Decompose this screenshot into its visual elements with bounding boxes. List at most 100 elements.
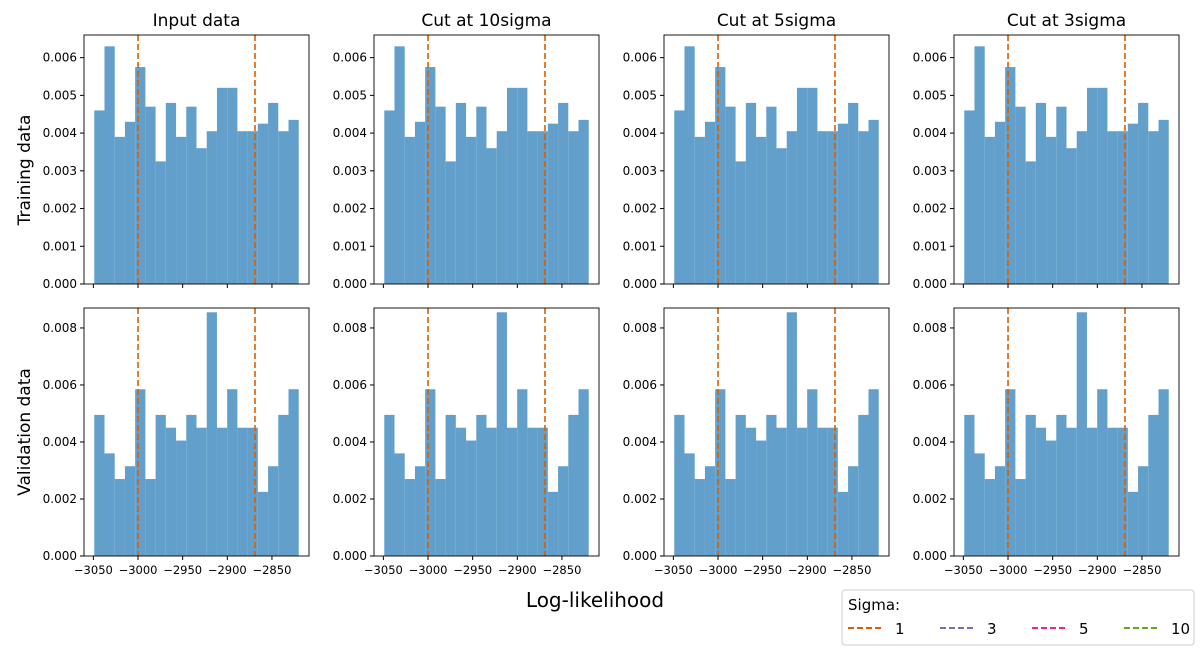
- histogram-bar: [964, 414, 975, 556]
- histogram-bar: [104, 46, 115, 285]
- axes-frame: [953, 34, 1180, 285]
- x-tick-label: −2900: [208, 563, 247, 577]
- histogram-bar: [1015, 106, 1026, 284]
- x-tick-label: −3050: [364, 563, 403, 577]
- histogram-bar: [124, 121, 136, 284]
- x-tick-label: −3050: [654, 563, 693, 577]
- histogram-bar: [145, 106, 156, 284]
- histogram-bar: [176, 136, 187, 284]
- histogram-bar: [964, 110, 975, 284]
- y-tick-label: 0.000: [623, 549, 657, 563]
- histogram-bar: [568, 414, 579, 556]
- histogram-bar: [558, 466, 569, 556]
- x-tick-label: −3000: [409, 563, 448, 577]
- histogram-bar: [1148, 414, 1159, 556]
- histogram-bar: [858, 131, 869, 284]
- histogram-bar: [155, 161, 166, 284]
- histogram-bar: [684, 453, 695, 556]
- histogram-bar: [466, 440, 477, 556]
- histogram-bar: [1086, 427, 1098, 556]
- histogram-bar: [527, 131, 538, 284]
- histogram-bar: [766, 414, 777, 556]
- histogram-bar: [257, 491, 269, 556]
- histogram-bar: [414, 466, 426, 556]
- x-tick-label: −2900: [788, 563, 827, 577]
- y-tick-label: 0.002: [913, 492, 947, 506]
- histogram-bar: [1138, 102, 1149, 284]
- histogram-bar: [827, 427, 838, 556]
- histogram-bar: [114, 136, 125, 284]
- y-tick-label: 0.008: [333, 321, 367, 335]
- y-tick-label: 0.006: [623, 51, 657, 65]
- histogram-bar: [94, 110, 105, 284]
- histogram-bar: [455, 427, 467, 556]
- histogram-bar: [186, 414, 197, 556]
- histogram-bar: [858, 414, 869, 556]
- histogram-bar: [165, 102, 177, 284]
- x-tick-label: −2900: [1078, 563, 1117, 577]
- y-tick-label: 0.004: [913, 126, 947, 140]
- histogram-bar: [796, 87, 808, 285]
- histogram-bar: [1127, 123, 1139, 284]
- histogram-bar: [694, 136, 705, 284]
- histogram-bar: [984, 136, 995, 284]
- histogram-bar: [848, 102, 859, 284]
- histogram-bar: [868, 389, 879, 556]
- histogram-bar: [278, 414, 289, 556]
- y-tick-label: 0.008: [913, 321, 947, 335]
- histogram-bar: [1138, 466, 1149, 556]
- histogram-bar: [135, 389, 146, 556]
- x-tick-label: −2850: [1122, 563, 1161, 577]
- histogram-bar: [114, 479, 125, 556]
- histogram-bar: [165, 427, 177, 556]
- subplot-title: Cut at 10sigma: [421, 11, 551, 31]
- y-tick-label: 0.000: [43, 549, 77, 563]
- histogram-bar: [394, 46, 405, 285]
- histogram-bar: [384, 414, 395, 556]
- histogram-bar: [807, 87, 818, 285]
- axes-frame: [663, 307, 890, 557]
- histogram-bar: [1035, 102, 1047, 284]
- y-tick-label: 0.006: [43, 51, 77, 65]
- histogram-bar: [725, 479, 736, 556]
- histogram-bar: [1158, 389, 1169, 556]
- y-tick-label: 0.004: [43, 435, 77, 449]
- x-tick-label: −2850: [832, 563, 871, 577]
- y-tick-label: 0.005: [913, 88, 947, 102]
- histogram-bar: [547, 123, 559, 284]
- histogram-bar: [1066, 427, 1077, 556]
- histogram-bar: [1117, 131, 1128, 284]
- histogram-bar: [216, 427, 228, 556]
- y-tick-label: 0.004: [333, 126, 367, 140]
- histogram-bar: [517, 389, 528, 556]
- histogram-bar: [725, 106, 736, 284]
- histogram-bar: [257, 123, 269, 284]
- histogram-bar: [807, 389, 818, 556]
- histogram-bar: [1117, 427, 1128, 556]
- x-tick-label: −3050: [74, 563, 113, 577]
- histogram-bar: [404, 479, 415, 556]
- histogram-bar: [496, 312, 507, 556]
- y-tick-label: 0.000: [623, 277, 657, 291]
- histogram-bar: [974, 453, 985, 556]
- y-tick-label: 0.006: [623, 378, 657, 392]
- histogram-bar: [445, 414, 456, 556]
- histogram-bar: [1107, 427, 1118, 556]
- y-tick-label: 0.002: [623, 202, 657, 216]
- histogram-bar: [786, 131, 797, 284]
- row-label: Validation data: [15, 368, 35, 496]
- x-tick-label: −3050: [944, 563, 983, 577]
- histogram-bar: [1005, 67, 1016, 285]
- histogram-bar: [994, 466, 1006, 556]
- histogram-bar: [486, 148, 497, 284]
- histogram-bar: [1097, 389, 1108, 556]
- histogram-bar: [384, 110, 395, 284]
- histogram-bar: [817, 427, 828, 556]
- histogram-bar: [1005, 389, 1016, 556]
- y-tick-label: 0.002: [333, 492, 367, 506]
- histogram-bar: [1046, 136, 1057, 284]
- histogram-bar: [684, 46, 695, 285]
- y-tick-label: 0.000: [333, 277, 367, 291]
- subplot-title: Cut at 3sigma: [1007, 11, 1126, 31]
- histogram-bar: [756, 440, 767, 556]
